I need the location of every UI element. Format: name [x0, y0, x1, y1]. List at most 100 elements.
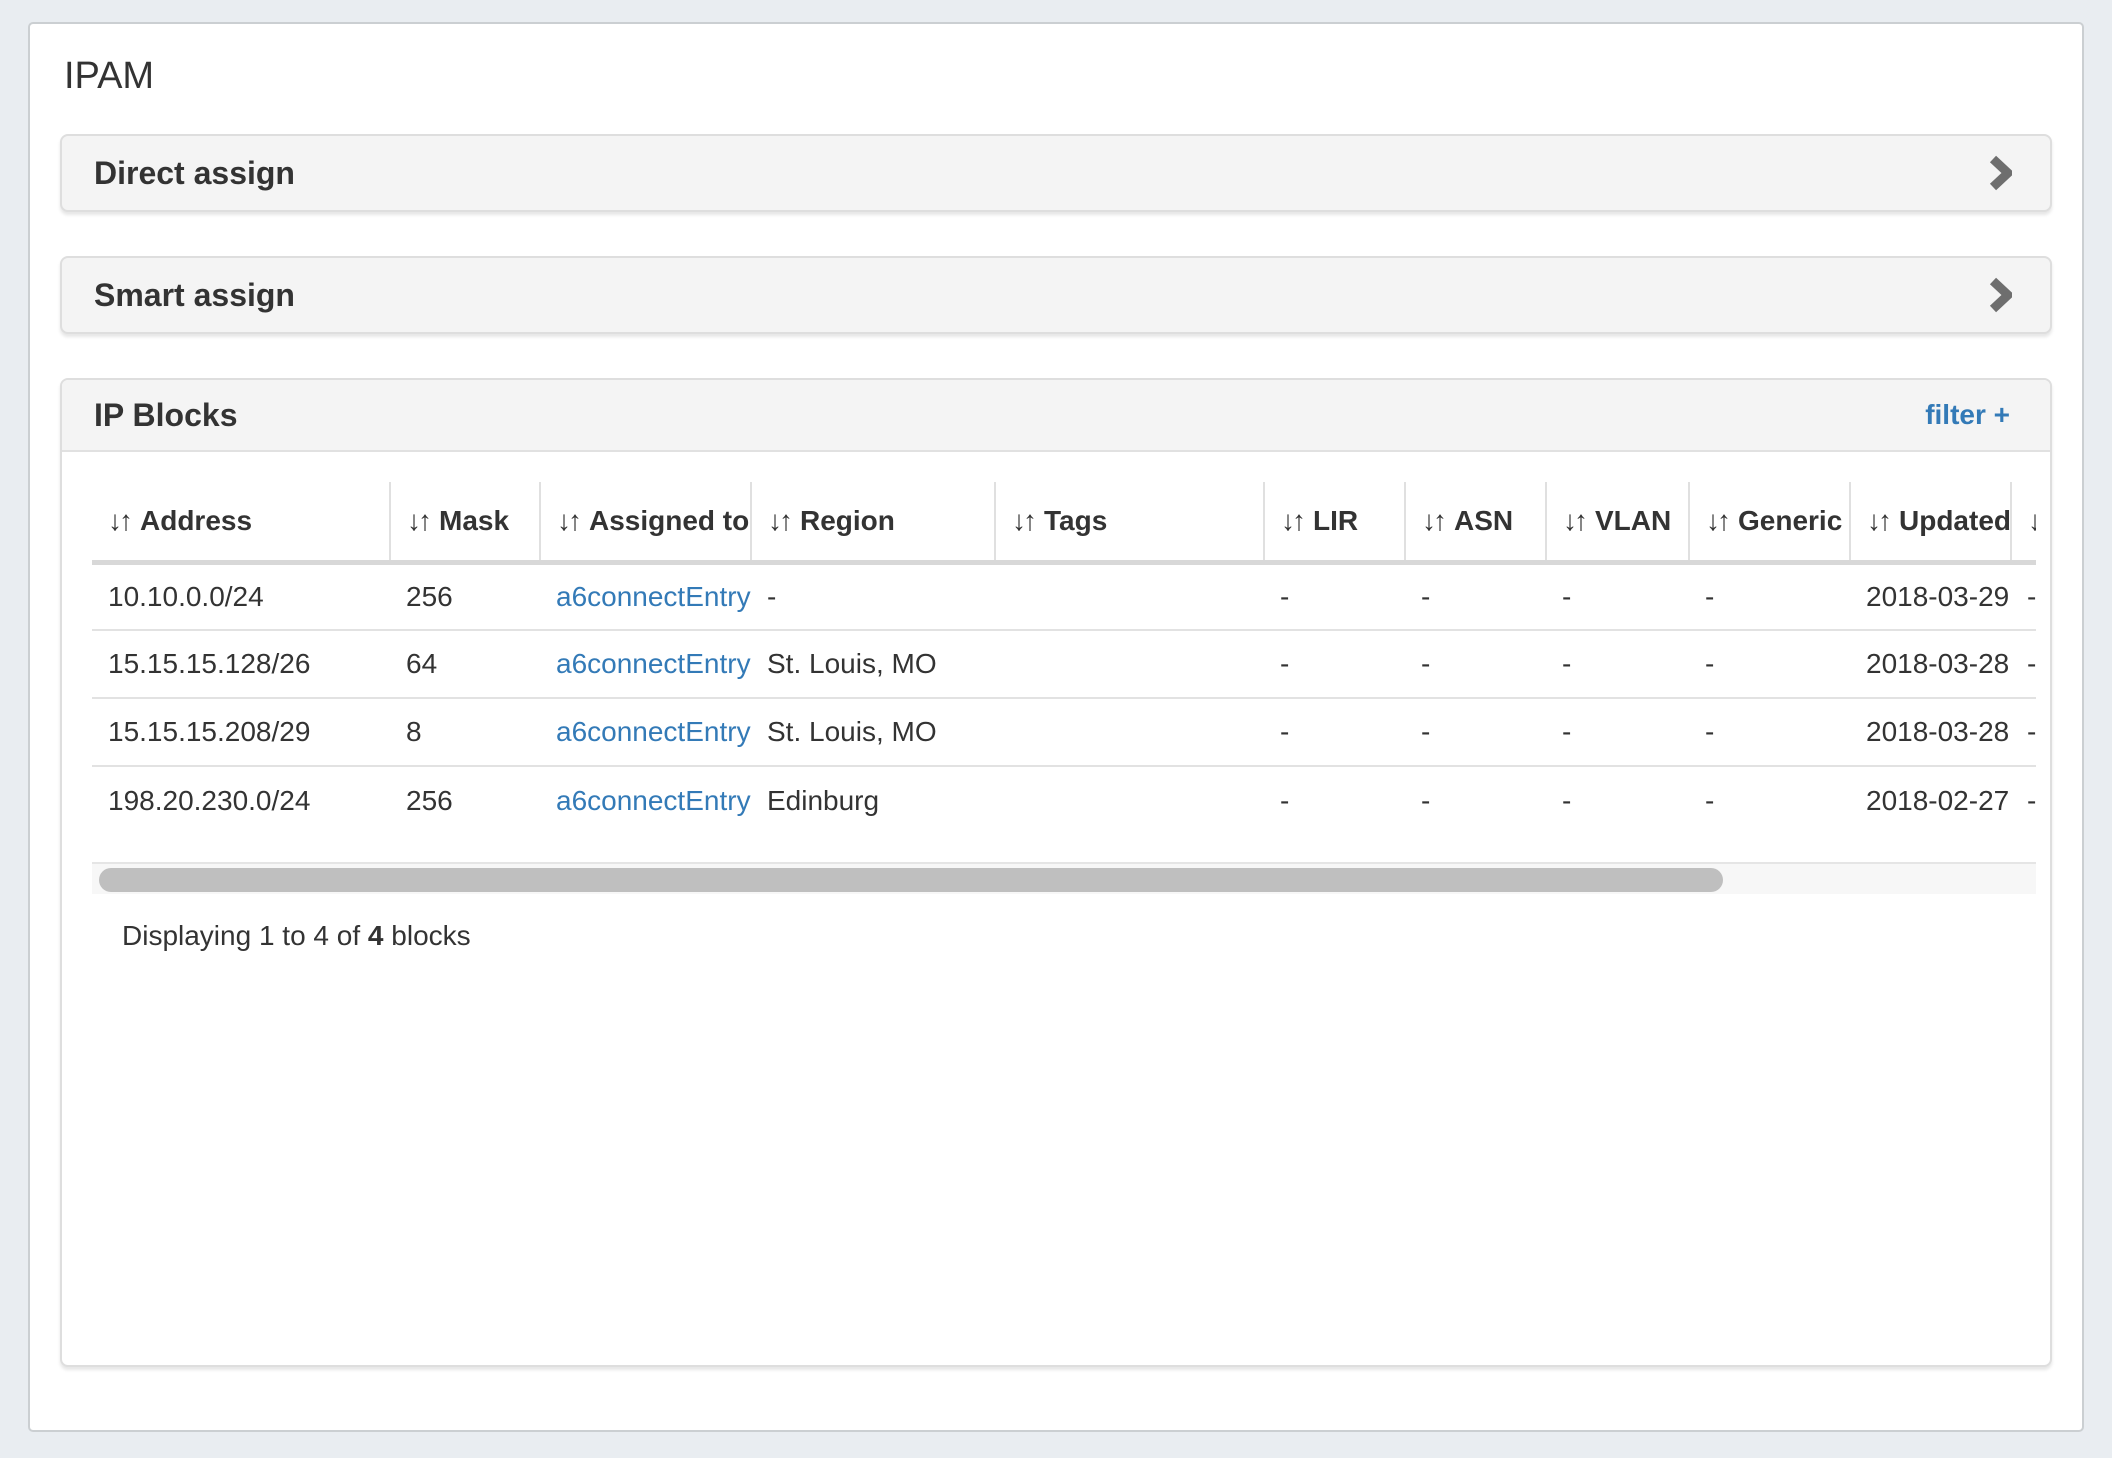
cell-asn: -	[1421, 784, 1431, 816]
chevron-right-icon	[1988, 155, 2015, 191]
cell-vlan: -	[1562, 716, 1572, 747]
sort-icon: ↓↑	[1563, 504, 1588, 536]
cell-lir: -	[1280, 716, 1290, 747]
cell-mask: 64	[406, 648, 438, 679]
cell-asn: -	[1421, 580, 1431, 612]
horizontal-scrollbar-thumb[interactable]	[99, 868, 1723, 892]
summary-suffix: blocks	[383, 920, 471, 951]
cell-assigned-to: a6connectEntry	[540, 562, 751, 630]
cell-clipped: -	[2027, 580, 2036, 612]
column-header-lir[interactable]: ↓↑ LIR	[1263, 482, 1405, 562]
cell-assigned-to: a6connectEntry	[540, 766, 751, 834]
column-header-updated[interactable]: ↓↑ Updated	[1849, 482, 2011, 562]
pagination-summary: Displaying 1 to 4 of 4 blocks	[122, 920, 2022, 952]
cell-generic: -	[1705, 716, 1715, 747]
cell-generic: -	[1705, 580, 1715, 612]
ipam-card: IPAM Direct assign Smart assign IP Block…	[28, 22, 2084, 1432]
cell-tags	[995, 630, 1264, 698]
cell-lir: -	[1280, 648, 1290, 679]
column-header-region[interactable]: ↓↑ Region	[750, 482, 995, 562]
sort-icon: ↓↑	[108, 504, 133, 536]
cell-clipped: -	[2027, 784, 2036, 816]
cell-tags	[995, 562, 1264, 630]
cell-updated: 2018-02-27	[1866, 784, 2010, 816]
cell-updated: 2018-03-28	[1866, 716, 2010, 747]
horizontal-scrollbar-track[interactable]	[92, 862, 2036, 894]
cell-region: St. Louis, MO	[767, 716, 937, 747]
cell-clipped: -	[2027, 648, 2036, 679]
column-header-assigned-to[interactable]: ↓↑ Assigned to	[539, 482, 751, 562]
cell-lir: -	[1280, 784, 1290, 816]
column-label: Address	[140, 504, 253, 536]
column-header-vlan[interactable]: ↓↑ VLAN	[1545, 482, 1689, 562]
table-row: 15.15.15.128/26 64 a6connectEntry St. Lo…	[92, 630, 2036, 698]
cell-address: 15.15.15.208/29	[108, 716, 311, 747]
cell-clipped: -	[2027, 716, 2036, 747]
ip-blocks-title: IP Blocks	[94, 396, 238, 433]
column-label: LIR	[1313, 504, 1359, 536]
cell-region: St. Louis, MO	[767, 648, 937, 679]
table-header-row: ↓↑ Address ↓↑ Mask ↓↑ Assigned to ↓↑ Region …	[92, 482, 2036, 562]
assigned-to-link[interactable]: a6connectEntry	[556, 580, 751, 612]
assigned-to-link[interactable]: a6connectEntry	[556, 784, 751, 816]
cell-region: -	[767, 580, 777, 612]
direct-assign-title: Direct assign	[94, 154, 295, 191]
cell-address: 15.15.15.128/26	[108, 648, 311, 679]
column-header-tags[interactable]: ↓↑ Tags	[994, 482, 1264, 562]
column-header-clipped[interactable]: ↓↑	[2010, 482, 2036, 562]
sort-icon: ↓↑	[1706, 504, 1731, 536]
cell-tags	[995, 698, 1264, 766]
column-label: ASN	[1454, 504, 1514, 536]
sort-icon: ↓↑	[557, 504, 582, 536]
table-row: 10.10.0.0/24 256 a6connectEntry - - - - …	[92, 562, 2036, 630]
cell-vlan: -	[1562, 580, 1572, 612]
cell-mask: 256	[406, 784, 453, 816]
sort-icon: ↓↑	[1012, 504, 1037, 536]
ip-blocks-table: ↓↑ Address ↓↑ Mask ↓↑ Assigned to ↓↑ Region …	[92, 482, 2036, 834]
cell-assigned-to: a6connectEntry	[540, 698, 751, 766]
column-label: VLAN	[1595, 504, 1672, 536]
sort-icon: ↓↑	[407, 504, 432, 536]
ip-blocks-heading: IP Blocks filter +	[62, 380, 2050, 452]
filter-toggle-link[interactable]: filter +	[1925, 399, 2010, 430]
cell-asn: -	[1421, 716, 1431, 747]
cell-generic: -	[1705, 784, 1715, 816]
sort-icon: ↓↑	[1422, 504, 1447, 536]
smart-assign-panel[interactable]: Smart assign	[60, 256, 2052, 334]
sort-icon: ↓↑	[768, 504, 793, 536]
table-row: 15.15.15.208/29 8 a6connectEntry St. Lou…	[92, 698, 2036, 766]
cell-updated: 2018-03-28	[1866, 648, 2010, 679]
cell-mask: 256	[406, 580, 453, 612]
ip-blocks-panel: IP Blocks filter + ↓↑ Address ↓↑ Mask ↓↑ As…	[60, 378, 2052, 1367]
cell-asn: -	[1421, 648, 1431, 679]
assigned-to-link[interactable]: a6connectEntry	[556, 648, 751, 679]
smart-assign-title: Smart assign	[94, 276, 295, 313]
column-header-address[interactable]: ↓↑ Address	[92, 482, 390, 562]
column-label: Mask	[439, 504, 510, 536]
sort-icon: ↓↑	[1867, 504, 1892, 536]
page-title: IPAM	[64, 55, 155, 97]
cell-generic: -	[1705, 648, 1715, 679]
cell-lir: -	[1280, 580, 1290, 612]
table-row: 198.20.230.0/24 256 a6connectEntry Edinb…	[92, 766, 2036, 834]
summary-total: 4	[367, 920, 384, 951]
column-header-asn[interactable]: ↓↑ ASN	[1404, 482, 1546, 562]
direct-assign-panel[interactable]: Direct assign	[60, 134, 2052, 212]
assigned-to-link[interactable]: a6connectEntry	[556, 716, 751, 747]
column-label: Region	[800, 504, 895, 536]
cell-updated: 2018-03-29	[1866, 580, 2010, 612]
ip-blocks-table-container: ↓↑ Address ↓↑ Mask ↓↑ Assigned to ↓↑ Region …	[92, 482, 2036, 834]
column-label: Updated	[1899, 504, 2011, 536]
cell-mask: 8	[406, 716, 422, 747]
cell-tags	[995, 766, 1264, 834]
summary-prefix: Displaying 1 to 4 of	[122, 920, 368, 951]
column-label: Generic	[1738, 504, 1843, 536]
cell-address: 10.10.0.0/24	[108, 580, 264, 612]
sort-icon: ↓↑	[1281, 504, 1306, 536]
ip-blocks-body: ↓↑ Address ↓↑ Mask ↓↑ Assigned to ↓↑ Region …	[62, 452, 2050, 1365]
cell-region: Edinburg	[767, 784, 880, 816]
cell-address: 198.20.230.0/24	[108, 784, 311, 816]
sort-icon: ↓↑	[2028, 505, 2036, 536]
column-header-generic[interactable]: ↓↑ Generic	[1688, 482, 1850, 562]
column-header-mask[interactable]: ↓↑ Mask	[389, 482, 540, 562]
